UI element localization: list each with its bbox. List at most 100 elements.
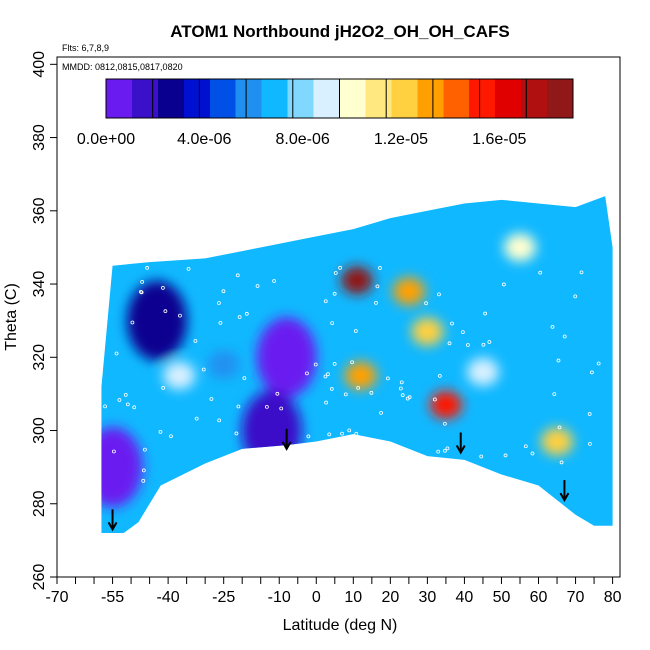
y-axis: 260 280 300 320 340 360 380 400 [31,51,57,590]
sample-point [436,449,441,454]
sample-point [332,291,337,296]
sample-point [375,284,380,289]
x-tick-label: -25 [212,589,235,606]
sample-point [347,428,352,433]
flight-arrow [281,428,292,451]
x-tick-label: -40 [157,589,180,606]
sample-point [117,398,122,402]
sample-point [556,358,561,363]
sample-point [141,468,146,473]
flights-label: Flts: 6,7,8,9 [62,43,109,53]
sample-point [218,320,223,325]
sample-point [323,374,328,379]
sample-point [435,466,440,471]
sample-point [343,392,348,397]
sample-point [588,441,592,446]
colorbar-tick-label: 0.0e+00 [77,131,135,148]
sample-point [235,273,240,278]
sample-point [399,380,404,385]
sample-point [587,412,592,416]
x-tick-label: -10 [268,589,291,606]
sample-point [255,284,260,288]
sample-point [189,472,194,477]
x-tick-label: 30 [418,589,436,606]
sample-point [114,351,119,356]
sample-point [382,478,387,483]
sample-point [443,448,447,453]
y-axis-title: Theta (C) [3,283,20,351]
sample-point [260,478,265,483]
sample-point [418,464,423,469]
sample-point [329,387,334,391]
sample-point [460,330,465,335]
sample-point [217,418,222,423]
sample-point [298,476,303,481]
chart-title: ATOM1 Northbound jH2O2_OH_OH_CAFS [170,22,509,41]
sample-point [242,376,247,381]
plot-frame [56,56,621,578]
sample-point [340,431,344,436]
x-tick-label: 50 [493,589,511,606]
x-tick-label: 60 [530,589,548,606]
sample-point [194,416,199,421]
sample-point [445,446,450,451]
sample-point [305,371,309,376]
sample-point [442,421,447,426]
colorbar: 0.0e+00 4.0e-06 8.0e-06 1.2e-05 1.6e-05 [77,78,574,148]
flight-arrow [455,432,466,455]
y-tick-label: 280 [31,490,48,517]
sample-point [424,301,429,306]
sample-point [268,477,273,482]
sample-point [324,466,329,471]
x-axis-title: Latitude (deg N) [283,617,398,634]
sample-point [332,361,337,366]
colorbar-tick-label: 1.2e-05 [374,131,428,148]
x-tick-label: 70 [567,589,585,606]
sample-point [324,400,329,405]
sample-point [237,315,242,319]
sample-point [503,453,508,458]
x-tick-label: 0 [312,589,321,606]
sample-point [140,280,145,284]
y-tick-label: 360 [31,197,48,224]
sample-point [125,402,130,407]
sample-point [141,478,146,483]
hotspot [341,266,374,295]
sample-point [279,406,284,411]
sample-point [447,341,452,346]
x-tick-label: -70 [45,589,68,606]
sample-point [201,367,206,372]
hotspot [503,233,536,262]
hotspot [163,361,196,390]
sample-point [305,459,310,464]
sample-point [552,392,557,397]
sample-point [329,463,334,468]
x-axis: -70 -55 -40 -25 -10 0 10 20 30 40 50 60 70 80 [45,577,622,606]
sample-point [161,385,166,390]
sample-point [112,449,116,454]
sample-point [145,265,150,270]
sample-point [385,376,390,381]
sample-point [103,317,108,322]
low-region [101,427,143,508]
sample-point [437,373,442,378]
sample-point [326,372,330,377]
sample-point [437,292,441,297]
sample-point [244,311,249,316]
sample-point [589,370,594,375]
y-tick-label: 260 [31,564,48,591]
sample-point [557,425,562,430]
hotspot [411,317,444,346]
sample-point [178,313,182,318]
sample-point [275,391,280,396]
sample-point [573,294,578,299]
sample-point [123,392,128,397]
dates-label: MMDD: 0812,0815,0817,0820 [62,62,183,72]
sample-point [350,360,355,365]
sample-point [132,405,137,410]
sample-point [479,454,484,459]
sample-point [481,342,486,347]
sample-point [450,321,454,326]
y-tick-label: 340 [31,271,48,298]
sample-point [138,289,143,294]
